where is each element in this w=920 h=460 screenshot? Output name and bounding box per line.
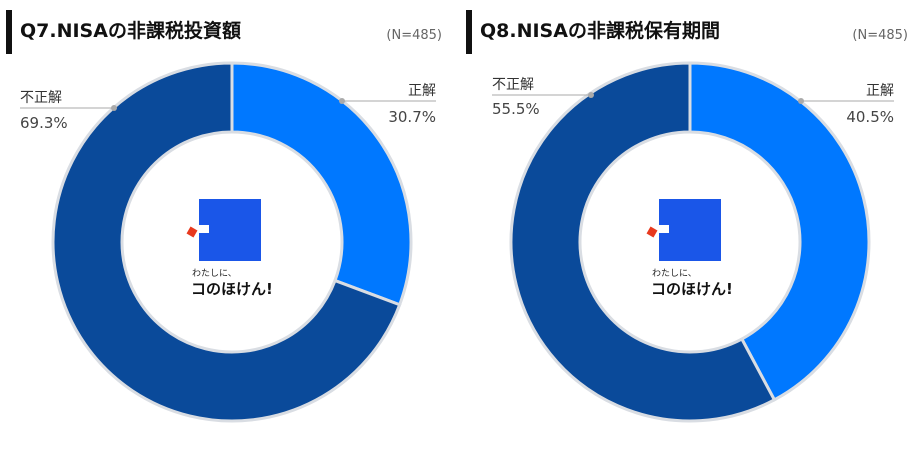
sample-size-label: (N=485) <box>386 28 442 43</box>
chart-panel-q8: Q8.NISAの非課税保有期間 (N=485) 正解 40.5% 不正解 55.… <box>460 0 920 460</box>
logo-text-line1: わたしに、 <box>652 268 697 279</box>
donut-slice-incorrect <box>51 61 402 423</box>
brand-logo: わたしに、 コのほけん! <box>186 199 273 298</box>
logo-text-line2: コのほけん! <box>191 280 273 298</box>
slice-leader-incorrect <box>492 92 594 98</box>
title-accent-bar <box>6 10 12 54</box>
donut-chart-q7: 正解 30.7% 不正解 69.3% わたしに、 コのほけん! <box>20 61 436 423</box>
slice-leader-incorrect <box>20 105 117 111</box>
slice-label-correct: 正解 <box>408 83 436 99</box>
sample-size-label: (N=485) <box>852 28 908 43</box>
donut-chart-q8: 正解 40.5% 不正解 55.5% わたしに、 コのほけん! <box>492 61 894 423</box>
logo-text-line1: わたしに、 <box>192 268 237 279</box>
slice-leader-correct <box>798 98 894 104</box>
chart-panel-q7: Q7.NISAの非課税投資額 (N=485) 正解 30.7% 不正解 69.3… <box>6 10 442 423</box>
slice-value-correct: 30.7% <box>388 108 436 126</box>
slice-label-correct: 正解 <box>866 83 894 99</box>
donut-slice-correct <box>688 61 871 402</box>
slice-value-correct: 40.5% <box>846 108 894 126</box>
chart-title: Q7.NISAの非課税投資額 <box>20 20 241 42</box>
chart-title: Q8.NISAの非課税保有期間 <box>480 20 720 42</box>
donut-slice-incorrect <box>509 61 777 423</box>
slice-value-incorrect: 69.3% <box>20 114 68 132</box>
donut-slice-correct <box>230 61 413 307</box>
slice-value-incorrect: 55.5% <box>492 100 540 118</box>
logo-text-line2: コのほけん! <box>651 280 733 298</box>
donut-slices <box>509 61 871 423</box>
donut-slices <box>51 61 413 423</box>
title-accent-bar <box>466 10 472 54</box>
slice-label-incorrect: 不正解 <box>20 90 62 106</box>
slice-label-incorrect: 不正解 <box>492 77 534 93</box>
slice-leader-correct <box>339 98 436 104</box>
brand-logo: わたしに、 コのほけん! <box>646 199 733 298</box>
